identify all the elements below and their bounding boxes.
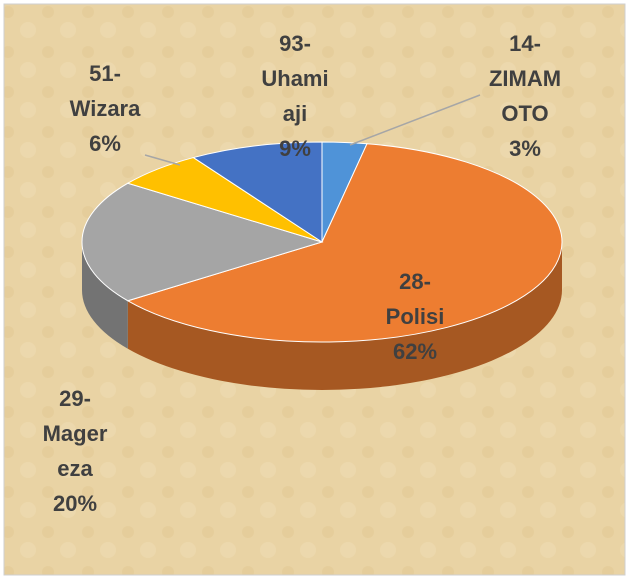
leader-line [349, 94, 481, 146]
label-line: aji [283, 101, 307, 126]
label-line: eza [57, 456, 93, 481]
leader-line [144, 154, 181, 166]
value-label: 9% [279, 136, 311, 161]
slice [126, 143, 563, 343]
label-line: OTO [501, 101, 548, 126]
label-line: 28- [399, 269, 431, 294]
label-line: Polisi [386, 304, 445, 329]
value-label: 62% [393, 339, 437, 364]
category-label: 14- ZIMAM OTO [489, 31, 561, 126]
value-label: 20% [53, 491, 97, 516]
label-line: 51- [89, 61, 121, 86]
label-line: Uhami [261, 66, 328, 91]
slice [192, 141, 323, 243]
category-label: 28- Polisi [386, 269, 445, 329]
label-line: ZIMAM [489, 66, 561, 91]
label-line: 29- [59, 386, 91, 411]
label-line: 93- [279, 31, 311, 56]
slice-side [82, 242, 128, 349]
slice [81, 182, 324, 302]
slice-side [127, 242, 562, 390]
pie [81, 141, 563, 390]
category-label: 93- Uhami aji [261, 31, 328, 126]
value-label: 3% [509, 136, 541, 161]
label-line: 14- [509, 31, 541, 56]
value-label: 6% [89, 131, 121, 156]
label-line: Wizara [70, 96, 141, 121]
category-label: 51- Wizara [70, 61, 141, 121]
labels: 14- ZIMAM OTO 3% 28- Polisi 62% 29- Mager eza 20% 5… [43, 31, 561, 516]
category-label: 29- Mager eza [43, 386, 108, 481]
label-line: Mager [43, 421, 108, 446]
